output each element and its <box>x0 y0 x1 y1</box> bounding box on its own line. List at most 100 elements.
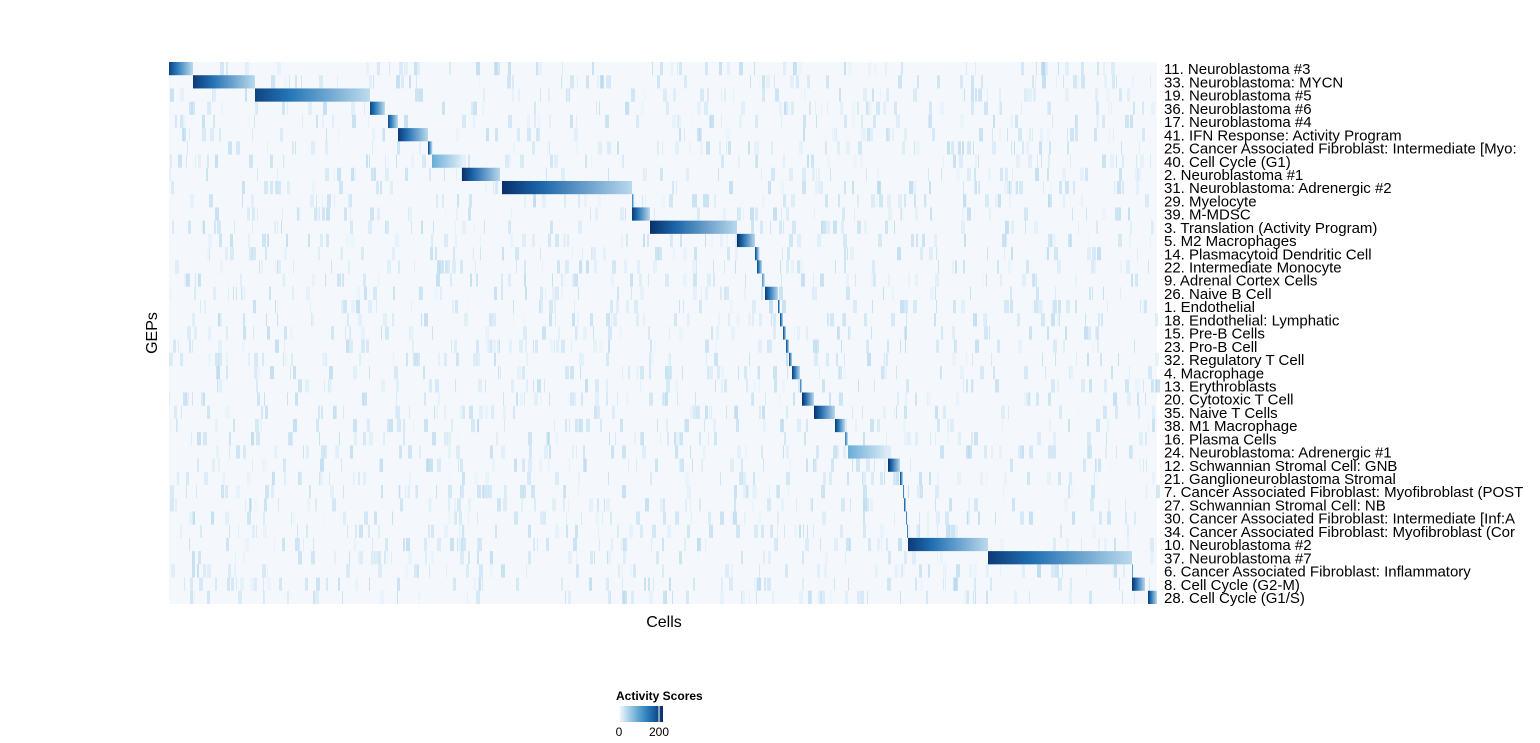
background-stripe <box>603 247 606 261</box>
background-stripe <box>786 352 788 367</box>
background-stripe <box>321 405 323 419</box>
background-stripe <box>565 418 567 433</box>
background-stripe <box>243 326 246 340</box>
background-stripe <box>1137 167 1139 181</box>
background-stripe <box>1091 485 1095 499</box>
background-stripe <box>478 379 482 393</box>
background-stripe <box>876 194 878 208</box>
background-stripe <box>432 326 433 340</box>
background-stripe <box>1129 445 1133 459</box>
background-stripe <box>243 313 245 327</box>
background-stripe <box>752 498 754 512</box>
background-stripe <box>813 524 814 538</box>
background-stripe <box>583 445 585 459</box>
background-stripe <box>1025 220 1026 234</box>
background-stripe <box>387 260 391 274</box>
background-stripe <box>350 220 353 234</box>
background-stripe <box>968 498 970 512</box>
background-stripe <box>593 339 597 353</box>
background-stripe <box>1110 154 1114 168</box>
background-stripe <box>431 233 433 248</box>
background-stripe <box>1024 392 1028 406</box>
background-stripe <box>655 458 658 472</box>
background-stripe <box>1131 273 1133 287</box>
background-stripe <box>532 233 535 248</box>
background-stripe <box>233 418 235 433</box>
background-stripe <box>403 537 405 552</box>
row-label: 33. Neuroblastoma: MYCN <box>1164 74 1343 91</box>
background-stripe <box>999 101 1000 115</box>
row-label: 6. Cancer Associated Fibroblast: Inflamm… <box>1164 564 1471 581</box>
background-stripe <box>969 564 972 578</box>
background-stripe <box>468 498 471 512</box>
background-stripe <box>894 511 895 525</box>
background-stripe <box>597 75 599 89</box>
background-stripe <box>257 167 258 181</box>
background-stripe <box>320 458 324 472</box>
background-stripe <box>215 207 219 221</box>
background-stripe <box>713 273 715 287</box>
background-stripe <box>984 101 988 115</box>
background-stripe <box>339 432 340 446</box>
background-stripe <box>522 366 525 380</box>
row-label: 39. M-MDSC <box>1164 207 1251 224</box>
background-stripe <box>871 326 872 340</box>
background-stripe <box>308 101 312 115</box>
background-stripe <box>562 62 563 76</box>
background-stripe <box>355 577 358 591</box>
background-stripe <box>721 114 722 129</box>
background-stripe <box>802 577 804 591</box>
background-stripe <box>846 286 850 300</box>
background-stripe <box>483 485 487 499</box>
background-stripe <box>1059 313 1060 327</box>
background-stripe <box>770 524 773 538</box>
background-stripe <box>657 75 660 89</box>
background-stripe <box>709 524 713 538</box>
background-stripe <box>208 352 211 367</box>
background-stripe <box>479 564 483 578</box>
background-stripe <box>350 194 352 208</box>
background-stripe <box>959 154 963 168</box>
background-stripe <box>726 233 728 248</box>
background-stripe <box>575 524 578 538</box>
heatmap-block-8 <box>432 154 462 168</box>
background-stripe <box>207 564 211 578</box>
background-stripe <box>489 313 492 327</box>
heatmap-block-36 <box>907 524 909 538</box>
background-stripe <box>503 498 507 512</box>
background-stripe <box>548 432 549 446</box>
background-stripe <box>645 498 649 512</box>
background-stripe <box>462 405 465 419</box>
background-stripe <box>457 537 461 552</box>
background-stripe <box>1148 366 1152 380</box>
background-stripe <box>546 167 547 181</box>
background-stripe <box>287 101 288 115</box>
background-stripe <box>971 101 974 115</box>
background-stripe <box>754 379 755 393</box>
background-stripe <box>709 405 710 419</box>
background-stripe <box>937 75 940 89</box>
background-stripe <box>510 233 513 248</box>
background-stripe <box>247 511 251 525</box>
background-stripe <box>725 564 729 578</box>
background-stripe <box>608 590 611 604</box>
background-stripe <box>574 299 575 314</box>
background-stripe <box>1148 260 1149 274</box>
background-stripe <box>584 194 587 208</box>
background-stripe <box>184 577 185 591</box>
background-stripe <box>252 220 253 234</box>
background-stripe <box>783 194 786 208</box>
background-stripe <box>407 485 408 499</box>
background-stripe <box>1032 299 1033 314</box>
background-stripe <box>1145 432 1147 446</box>
background-stripe <box>896 471 899 486</box>
background-stripe <box>611 273 614 287</box>
y-axis-title: GEPs <box>144 312 161 354</box>
background-stripe <box>620 207 624 221</box>
background-stripe <box>720 511 724 525</box>
background-stripe <box>221 485 224 499</box>
heatmap-block-35 <box>906 511 908 525</box>
background-stripe <box>1150 75 1151 89</box>
background-stripe <box>295 392 298 406</box>
background-stripe <box>353 366 357 380</box>
